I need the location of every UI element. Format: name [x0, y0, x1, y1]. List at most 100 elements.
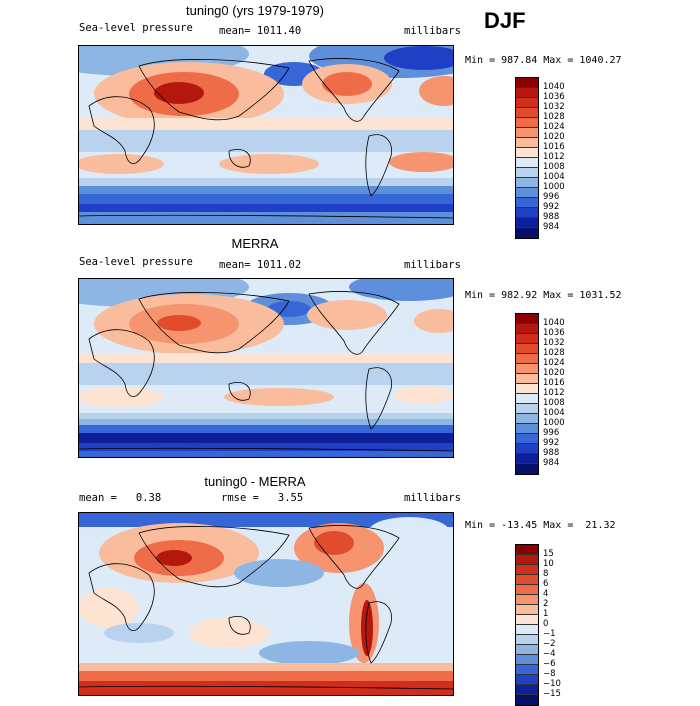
colorbar-label: −2	[543, 639, 556, 649]
panel-1-mean: mean= 1011.40	[219, 25, 302, 37]
panel-3-swatch	[516, 695, 538, 705]
panel-2-swatch	[516, 434, 538, 444]
colorbar-label: 984	[543, 458, 560, 468]
colorbar-label: 1040	[543, 318, 565, 328]
colorbar-label: −10	[543, 679, 561, 689]
panel-2-swatch	[516, 374, 538, 384]
colorbar-label: 1000	[543, 182, 565, 192]
panel-3-rmse: rmse = 3.55	[221, 492, 304, 504]
colorbar-label: 1012	[543, 388, 565, 398]
panel-1-swatch	[516, 208, 538, 218]
colorbar-label: 1036	[543, 92, 565, 102]
panel-1-minmax: Min = 987.84 Max = 1040.27	[465, 55, 622, 66]
panel-3-swatch	[516, 555, 538, 565]
panel-2-title: MERRA	[231, 236, 279, 251]
panel-1-swatch	[516, 118, 538, 128]
colorbar-label: 1020	[543, 132, 565, 142]
colorbar-label: 1008	[543, 398, 565, 408]
panel-2-swatch	[516, 354, 538, 364]
panel-2-swatch	[516, 384, 538, 394]
colorbar-label: 4	[543, 589, 549, 599]
panel-2-variable: Sea-level pressure	[79, 256, 193, 268]
panel-3-swatch	[516, 595, 538, 605]
panel-2-swatch	[516, 464, 538, 474]
panel-2-swatch	[516, 444, 538, 454]
colorbar-label: 988	[543, 448, 560, 458]
panel-3-swatch	[516, 635, 538, 645]
panel-2-swatch	[516, 324, 538, 334]
colorbar-label: 1024	[543, 358, 565, 368]
panel-1-map	[78, 45, 454, 225]
panel-1-swatch	[516, 138, 538, 148]
panel-3-swatch	[516, 675, 538, 685]
panel-3-title: tuning0 - MERRA	[204, 474, 306, 489]
colorbar-label: 1020	[543, 368, 565, 378]
colorbar-label: −8	[543, 669, 556, 679]
colorbar-label: 2	[543, 599, 549, 609]
colorbar-label: 1028	[543, 112, 565, 122]
panel-2-units: millibars	[404, 259, 461, 271]
colorbar-label: 1032	[543, 102, 565, 112]
panel-1-swatch	[516, 98, 538, 108]
panel-2-minmax: Min = 982.92 Max = 1031.52	[465, 290, 622, 301]
colorbar-label: 1004	[543, 408, 565, 418]
colorbar-label: 992	[543, 438, 560, 448]
colorbar-label: −15	[543, 689, 561, 699]
colorbar-label: 1008	[543, 162, 565, 172]
colorbar-label: 8	[543, 569, 549, 579]
panel-1-swatch	[516, 108, 538, 118]
colorbar-label: 1	[543, 609, 549, 619]
panel-1-swatch	[516, 218, 538, 228]
panel-1-colorbar-labels: 1040 1036 1032 1028 1024 1020 1016 1012 …	[543, 82, 565, 232]
panel-3-swatch	[516, 645, 538, 655]
panel-2-swatch	[516, 424, 538, 434]
panel-1-swatch	[516, 198, 538, 208]
panel-3-swatch	[516, 615, 538, 625]
panel-2-swatch	[516, 364, 538, 374]
colorbar-label: 1016	[543, 378, 565, 388]
panel-3-colorbar	[515, 544, 539, 706]
panel-2-mean: mean= 1011.02	[219, 259, 302, 271]
colorbar-label: 1036	[543, 328, 565, 338]
panel-3-swatch	[516, 575, 538, 585]
panel-2-swatch	[516, 334, 538, 344]
panel-2-map	[78, 278, 454, 458]
panel-1-swatch	[516, 88, 538, 98]
panel-2-colorbar	[515, 313, 539, 475]
panel-3-mean: mean = 0.38	[79, 492, 162, 504]
colorbar-label: 1000	[543, 418, 565, 428]
panel-3-swatch	[516, 565, 538, 575]
panel-3-units: millibars	[404, 492, 461, 504]
panel-1-swatch	[516, 188, 538, 198]
panel-1-swatch	[516, 148, 538, 158]
colorbar-label: 1004	[543, 172, 565, 182]
panel-3-swatch	[516, 585, 538, 595]
colorbar-label: −1	[543, 629, 556, 639]
panel-1-swatch	[516, 158, 538, 168]
colorbar-label: 1032	[543, 338, 565, 348]
panel-1-variable: Sea-level pressure	[79, 22, 193, 34]
panel-1-colorbar	[515, 77, 539, 239]
panel-2-swatch	[516, 404, 538, 414]
panel-2-swatch	[516, 454, 538, 464]
panel-2-swatch	[516, 314, 538, 324]
panel-2-swatch	[516, 414, 538, 424]
panel-1-swatch	[516, 178, 538, 188]
panel-3-swatch	[516, 655, 538, 665]
panel-1-swatch	[516, 128, 538, 138]
colorbar-label: 992	[543, 202, 560, 212]
panel-1-swatch	[516, 78, 538, 88]
panel-2-swatch	[516, 394, 538, 404]
colorbar-label: −6	[543, 659, 556, 669]
colorbar-label: 1028	[543, 348, 565, 358]
panel-1-title: tuning0 (yrs 1979-1979)	[185, 3, 325, 18]
colorbar-label: 0	[543, 619, 549, 629]
panel-3-swatch	[516, 625, 538, 635]
colorbar-label: 1024	[543, 122, 565, 132]
colorbar-label: 1016	[543, 142, 565, 152]
panel-2-swatch	[516, 344, 538, 354]
colorbar-label: 1040	[543, 82, 565, 92]
panel-3-swatch	[516, 665, 538, 675]
colorbar-label: −4	[543, 649, 556, 659]
panel-3-swatch	[516, 685, 538, 695]
